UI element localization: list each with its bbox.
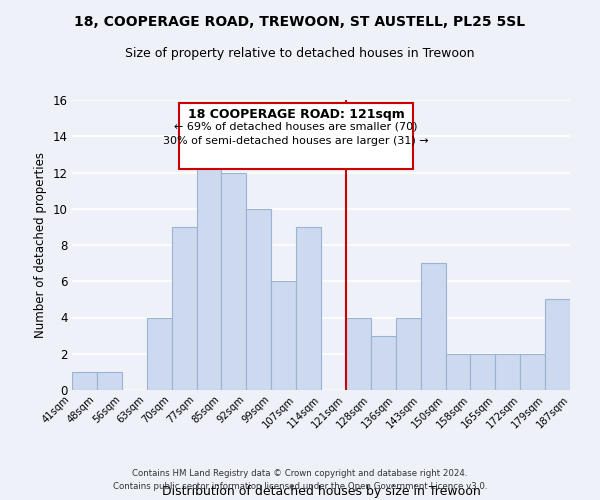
Bar [247, 209, 271, 390]
Bar [97, 372, 122, 390]
Bar [146, 318, 172, 390]
Bar [470, 354, 496, 390]
Bar [296, 227, 321, 390]
Bar [371, 336, 396, 390]
Bar [346, 318, 371, 390]
Text: Size of property relative to detached houses in Trewoon: Size of property relative to detached ho… [125, 48, 475, 60]
FancyBboxPatch shape [179, 102, 413, 169]
Text: ← 69% of detached houses are smaller (70): ← 69% of detached houses are smaller (70… [175, 122, 418, 132]
X-axis label: Distribution of detached houses by size in Trewoon: Distribution of detached houses by size … [161, 486, 481, 498]
Text: Contains HM Land Registry data © Crown copyright and database right 2024.: Contains HM Land Registry data © Crown c… [132, 468, 468, 477]
Bar [496, 354, 520, 390]
Bar [172, 227, 197, 390]
Bar [520, 354, 545, 390]
Bar [396, 318, 421, 390]
Bar [271, 281, 296, 390]
Text: 18 COOPERAGE ROAD: 121sqm: 18 COOPERAGE ROAD: 121sqm [188, 108, 404, 121]
Bar [421, 263, 445, 390]
Bar [221, 172, 247, 390]
Bar [545, 300, 570, 390]
Bar [446, 354, 470, 390]
Y-axis label: Number of detached properties: Number of detached properties [34, 152, 47, 338]
Text: 18, COOPERAGE ROAD, TREWOON, ST AUSTELL, PL25 5SL: 18, COOPERAGE ROAD, TREWOON, ST AUSTELL,… [74, 15, 526, 29]
Text: 30% of semi-detached houses are larger (31) →: 30% of semi-detached houses are larger (… [163, 136, 429, 146]
Text: Contains public sector information licensed under the Open Government Licence v3: Contains public sector information licen… [113, 482, 487, 491]
Bar [72, 372, 97, 390]
Bar [197, 154, 221, 390]
